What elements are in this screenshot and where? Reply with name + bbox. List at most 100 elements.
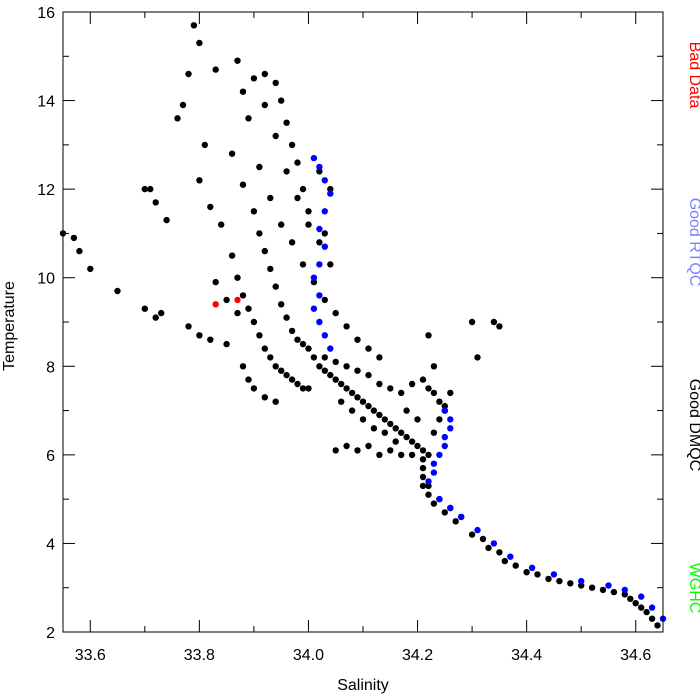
good-dmqc-point [321,367,328,374]
good-dmqc-point [228,252,236,259]
good-dmqc-point [599,586,607,594]
good-dmqc-point [185,70,192,78]
good-dmqc-point [283,119,290,126]
y-tick-label: 8 [46,359,55,376]
good-dmqc-point [228,150,236,157]
good-dmqc-point [408,451,416,459]
good-dmqc-point [250,385,258,392]
good-rtqc-point [430,469,438,476]
good-dmqc-point [299,385,307,392]
good-rtqc-point [321,208,328,215]
good-dmqc-point [381,416,388,423]
good-dmqc-point [316,363,323,370]
x-tick-label: 33.6 [75,647,106,664]
good-dmqc-point [414,442,421,450]
good-dmqc-point [299,261,307,268]
good-dmqc-point [419,456,427,463]
good-rtqc-point [528,564,536,571]
good-dmqc-point [207,336,214,343]
y-tick-label: 14 [37,94,55,111]
bad-data-point [234,296,241,304]
good-dmqc-point [212,66,219,73]
good-dmqc-point [648,615,656,622]
good-dmqc-point [545,575,552,583]
good-dmqc-point [278,221,285,228]
good-rtqc-point [316,163,323,171]
good-dmqc-point [321,296,328,304]
y-tick-label: 6 [46,448,55,465]
good-rtqc-point [327,345,334,352]
good-dmqc-point [245,305,252,312]
good-dmqc-point [141,305,148,312]
good-dmqc-point [272,363,279,370]
good-dmqc-point [294,194,301,202]
y-tick-label: 2 [46,625,55,642]
legend-item-bad-data: Bad Data [686,42,700,109]
good-dmqc-point [425,491,432,498]
good-dmqc-point [294,336,301,343]
good-dmqc-point [534,571,541,578]
good-dmqc-point [288,239,296,246]
good-dmqc-point [354,447,361,454]
good-dmqc-point [310,278,318,286]
good-dmqc-point [321,230,328,237]
x-tick-label: 34.6 [620,647,651,664]
good-dmqc-point [610,588,618,596]
good-dmqc-point [468,318,476,326]
good-dmqc-point [299,340,307,348]
good-dmqc-point [643,608,650,616]
good-rtqc-point [310,154,318,162]
good-dmqc-point [207,203,214,211]
good-dmqc-point [359,398,367,405]
good-dmqc-point [638,604,645,611]
good-dmqc-point [234,57,241,64]
good-dmqc-point [365,345,372,352]
legend-item-good-rtqc: Good RTQC [686,198,700,287]
good-dmqc-point [430,389,438,397]
good-dmqc-point [621,591,628,598]
good-dmqc-point [392,425,399,432]
good-dmqc-point [201,141,208,149]
good-dmqc-point [261,101,268,109]
good-dmqc-point [343,385,350,392]
good-rtqc-point [447,504,454,512]
good-dmqc-point [174,115,181,122]
good-dmqc-point [425,385,432,392]
good-dmqc-point [398,429,405,436]
good-dmqc-point [283,314,290,321]
good-rtqc-point [316,261,323,268]
good-dmqc-point [316,168,323,175]
good-dmqc-point [343,442,350,450]
good-dmqc-point [343,363,350,370]
plot-frame [62,11,664,633]
good-dmqc-point [327,185,334,193]
good-dmqc-point [267,194,274,202]
good-dmqc-point [239,88,247,95]
good-dmqc-point [283,371,290,379]
good-dmqc-point [278,301,285,308]
good-rtqc-point [321,177,328,184]
good-dmqc-point [403,433,410,441]
good-dmqc-point [239,181,247,188]
good-rtqc-point [436,495,443,503]
good-dmqc-point [441,509,448,516]
good-rtqc-point [316,225,323,233]
good-dmqc-point [588,584,596,591]
good-dmqc-point [365,371,372,379]
good-dmqc-point [223,340,230,348]
good-dmqc-point [365,442,372,450]
data-points [59,22,667,629]
good-dmqc-point [76,247,83,255]
axis-ticks [63,11,663,633]
y-tick-label: 10 [37,271,55,288]
good-dmqc-point [283,168,290,175]
good-dmqc-point [332,309,339,317]
good-dmqc-point [632,600,639,607]
good-dmqc-point [496,549,503,556]
good-dmqc-point [212,278,219,286]
good-dmqc-point [272,132,279,140]
good-dmqc-point [272,79,279,87]
good-dmqc-point [523,569,530,576]
